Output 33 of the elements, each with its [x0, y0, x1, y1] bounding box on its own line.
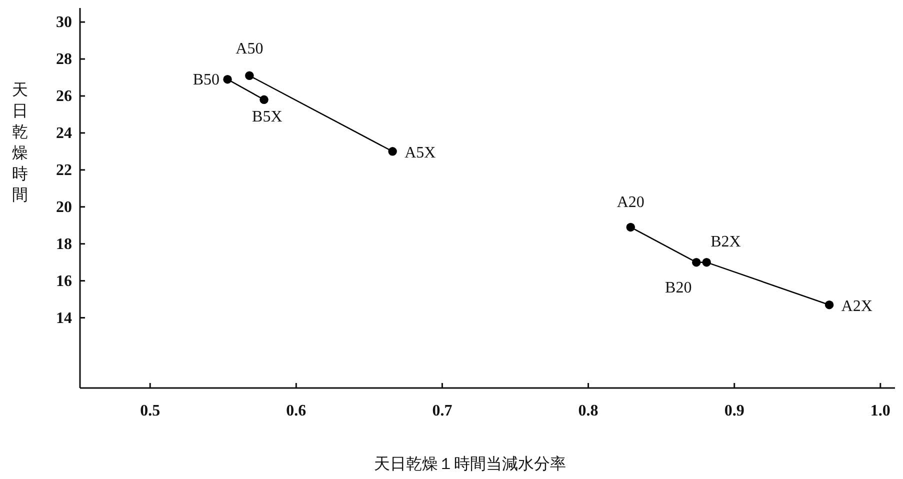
point: [388, 147, 397, 156]
x-axis-title: 天日乾燥１時間当減水分率: [374, 455, 566, 473]
y-tick-label: 14: [56, 310, 72, 327]
y-tick-label: 24: [56, 125, 72, 142]
y-tick-label: 16: [56, 272, 72, 290]
point: [223, 74, 232, 84]
y-tick-label: 22: [56, 162, 72, 180]
point: [260, 95, 268, 104]
point: [692, 258, 701, 267]
annotation: B20: [665, 279, 692, 296]
y-tick-label: 30: [56, 14, 72, 32]
annotation: B5X: [252, 108, 283, 126]
annotation: A50: [236, 40, 264, 58]
y-tick-label: 26: [56, 88, 72, 106]
point: [824, 300, 834, 310]
x-tick-label: 0.9: [724, 402, 744, 420]
y-tick-label: 28: [56, 51, 72, 68]
x-tick-label: 1.0: [870, 402, 890, 420]
x-tick-label: 0.8: [578, 402, 598, 420]
y-tick-label: 20: [56, 198, 72, 216]
annotation: A2X: [841, 298, 873, 315]
annotation: B50: [192, 71, 220, 88]
y-axis-title: 天日乾燥時間: [12, 82, 28, 204]
x-tick-label: 0.6: [286, 402, 306, 420]
y-tick-label: 18: [56, 236, 72, 253]
annotation: A5X: [404, 144, 436, 162]
annotation: B2X: [710, 233, 742, 250]
x-tick-label: 0.7: [432, 402, 452, 420]
annotation: A20: [616, 194, 644, 212]
x-tick-label: 0.5: [140, 402, 160, 420]
point: [626, 222, 636, 232]
point: [245, 71, 254, 80]
point: [702, 258, 711, 267]
